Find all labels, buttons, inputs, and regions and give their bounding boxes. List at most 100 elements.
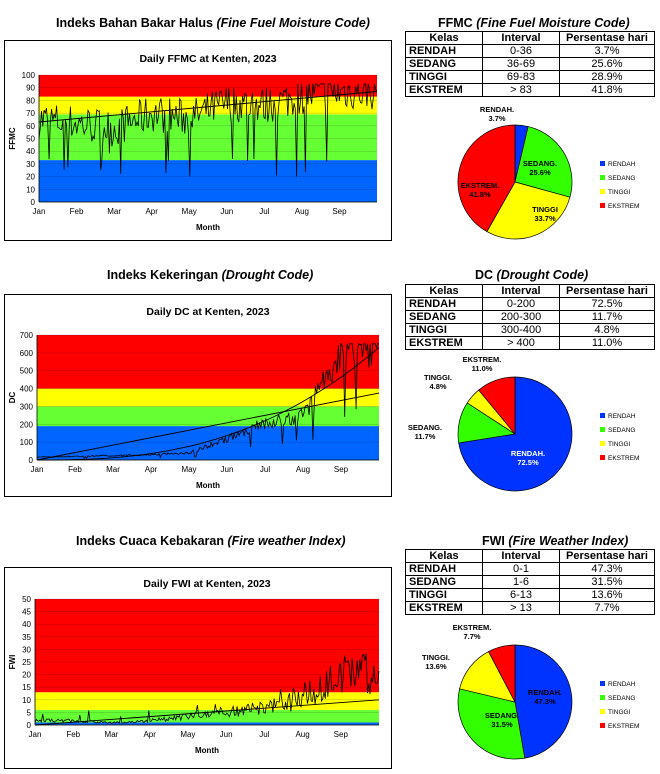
chart-title: Daily FFMC at Kenten, 2023 — [139, 53, 276, 65]
y-tick-label: 10 — [26, 185, 35, 194]
legend-swatch-tinggi — [600, 189, 605, 194]
pie-slice-sedang — [514, 126, 573, 198]
header-interval: Interval — [482, 549, 560, 563]
x-axis-label: Month — [196, 481, 220, 490]
legend-swatch-sedang — [600, 695, 605, 700]
table-row: RENDAH 0-36 3.7% — [405, 44, 655, 58]
y-tick-label: 20 — [26, 173, 35, 182]
pie-slice-tinggi — [486, 181, 571, 240]
y-tick-label: 10 — [22, 696, 31, 705]
legend-swatch-ekstrem — [600, 455, 605, 460]
x-tick-label: May — [180, 730, 195, 739]
row-interval: 200-300 — [482, 310, 560, 324]
table-header-row: Kelas Interval Persentase hari — [405, 284, 655, 298]
row-pct: 28.9% — [559, 70, 655, 84]
header-kelas: Kelas — [405, 31, 483, 45]
row-interval: > 13 — [482, 601, 560, 615]
pie-label-name: RENDAH. — [528, 688, 562, 697]
ffmc-table: Kelas Interval Persentase hari RENDAH 0-3… — [405, 31, 655, 97]
dc-chart: Daily DC at Kenten, 2023 0 100 200 300 400 500… — [4, 294, 392, 497]
row-kelas: TINGGI — [405, 323, 483, 337]
trend-line-poly — [37, 347, 380, 461]
pie-label-pct: 47.3% — [534, 697, 556, 706]
pie-label-ekstrem: EKSTREM. 7.7% — [453, 623, 492, 641]
row-kelas: EKSTREM — [405, 83, 483, 97]
x-tick-label: Feb — [68, 465, 82, 474]
x-tick-label: Jan — [29, 730, 42, 739]
fwi-pie-svg: RENDAH. 47.3%SEDANG. 31.5%TINGGI. 13.6%EKST… — [422, 623, 639, 760]
fwi-table-title: FWI (Fire Weather Index) — [482, 534, 628, 548]
band-sedang — [37, 406, 379, 427]
band-ekstrem — [39, 75, 377, 97]
dc-table-title-text: DC — [475, 268, 494, 282]
y-tick-label: 600 — [20, 349, 34, 358]
y-tick-label: 70 — [26, 109, 35, 118]
row-interval: 69-83 — [482, 70, 560, 84]
row-pct: 3.7% — [559, 44, 655, 58]
header-persentase: Persentase hari — [559, 31, 655, 45]
row-interval: 0-200 — [482, 297, 560, 311]
header-interval: Interval — [482, 31, 560, 45]
row-pct: 11.0% — [559, 336, 655, 350]
dc-table-title: DC (Drought Code) — [475, 268, 588, 282]
y-tick-label: 45 — [22, 608, 31, 617]
row-kelas: RENDAH — [405, 297, 483, 311]
table-row: EKSTREM > 83 41.8% — [405, 83, 655, 97]
y-tick-label: 400 — [20, 385, 34, 394]
row-kelas: SEDANG — [405, 57, 483, 71]
table-row: EKSTREM > 13 7.7% — [405, 601, 655, 615]
pie-label-sedang: SEDANG. 31.5% — [485, 711, 519, 729]
x-tick-label: Aug — [295, 207, 309, 216]
pie-label-pct: 33.7% — [534, 214, 556, 223]
y-tick-label: 500 — [20, 367, 34, 376]
legend-label-tinggi: TINGGI — [608, 441, 631, 448]
legend-swatch-rendah — [600, 413, 605, 418]
y-tick-label: 15 — [22, 683, 31, 692]
y-tick-label: 30 — [26, 160, 35, 169]
pie-label-tinggi: TINGGI. 13.6% — [422, 653, 450, 671]
row-interval: 300-400 — [482, 323, 560, 337]
legend-label-sedang: SEDANG — [608, 427, 635, 434]
x-tick-label: Aug — [296, 465, 310, 474]
row-kelas: RENDAH — [405, 562, 483, 576]
row-interval: 0-36 — [482, 44, 560, 58]
x-tick-label: Apr — [145, 207, 158, 216]
ffmc-title-italic: (Fine Fuel Moisture Code) — [216, 16, 370, 30]
pie-label-pct: 13.6% — [425, 662, 447, 671]
pie-slice-sedang — [457, 688, 526, 760]
legend-swatch-rendah — [600, 161, 605, 166]
y-tick-label: 80 — [26, 96, 35, 105]
band-rendah — [39, 160, 377, 202]
pie-label-name: SEDANG. — [408, 423, 442, 432]
series-line — [38, 83, 378, 177]
x-axis-label: Month — [196, 223, 220, 232]
fwi-chart: Daily FWI at Kenten, 2023 0 5 10 15 20 25 30 35 4… — [4, 567, 392, 769]
x-tick-label: Jul — [260, 465, 270, 474]
x-tick-label: Mar — [106, 465, 120, 474]
y-tick-label: 40 — [26, 147, 35, 156]
ffmc-chart: Daily FFMC at Kenten, 2023 0 10 20 30 40 50 60 7… — [4, 40, 392, 241]
row-interval: 36-69 — [482, 57, 560, 71]
legend-swatch-rendah — [600, 681, 605, 686]
legend-swatch-tinggi — [600, 441, 605, 446]
pie-slice-ekstrem — [457, 124, 516, 233]
row-kelas: TINGGI — [405, 588, 483, 602]
legend-label-sedang: SEDANG — [608, 175, 635, 182]
x-tick-label: Jan — [33, 207, 46, 216]
pie-label-name: TINGGI. — [422, 653, 450, 662]
ffmc-section-title: Indeks Bahan Bakar Halus (Fine Fuel Mois… — [56, 16, 370, 30]
pie-label-name: EKSTREM. — [461, 181, 500, 190]
pie-label-tinggi: TINGGI. 4.8% — [424, 373, 452, 391]
y-tick-label: 40 — [22, 620, 31, 629]
row-interval: 0-1 — [482, 562, 560, 576]
legend-label-tinggi: TINGGI — [608, 189, 631, 196]
ffmc-table-title: FFMC (Fine Fuel Moisture Code) — [438, 16, 630, 30]
band-ekstrem — [35, 599, 379, 693]
legend-label-tinggi: TINGGI — [608, 709, 631, 716]
ffmc-chart-svg: Daily FFMC at Kenten, 2023 0 10 20 30 40 50 60 7… — [8, 53, 378, 232]
pie-label-rendah: RENDAH. 3.7% — [480, 105, 514, 123]
row-kelas: EKSTREM — [405, 336, 483, 350]
table-row: RENDAH 0-200 72.5% — [405, 297, 655, 311]
dc-section-title: Indeks Kekeringan (Drought Code) — [107, 268, 313, 282]
row-kelas: RENDAH — [405, 44, 483, 58]
